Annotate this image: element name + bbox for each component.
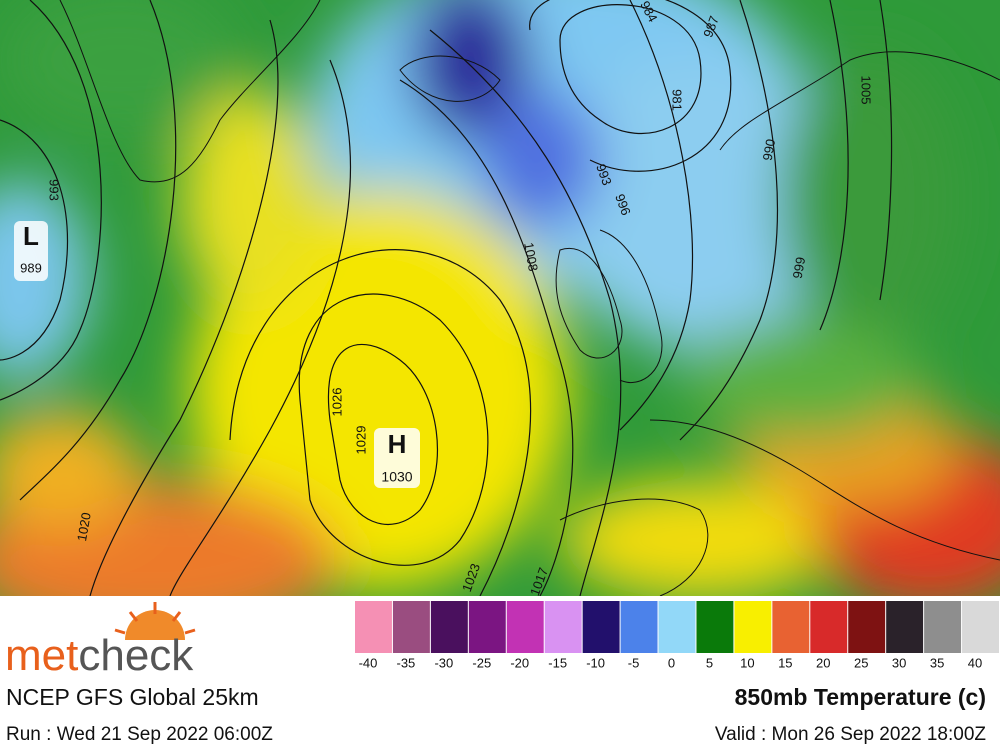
legend-label: -30 [434,655,453,670]
legend-swatch [848,601,886,653]
legend-swatch [620,601,658,653]
legend-label: 5 [706,655,713,670]
pressure-label: 1026 [329,388,344,417]
brand-a: met [5,631,78,680]
legend-label: 40 [968,655,982,670]
legend-swatch [392,601,430,653]
valid: Valid : Mon 26 Sep 2022 18:00Z [715,724,987,745]
legend-label: 35 [930,655,944,670]
legend-swatch [810,601,848,653]
high-value: 1030 [381,469,412,485]
legend-label: -5 [628,655,640,670]
legend-swatch [506,601,544,653]
pressure-label: 990 [760,138,779,162]
brand-b: check [78,631,194,680]
pressure-label: 987 [700,14,722,40]
legend-label: 30 [892,655,906,670]
pressure-label: 999 [790,256,809,280]
legend-label: 25 [854,655,868,670]
pressure-label: 993 [593,162,615,188]
legend-swatch [924,601,962,653]
legend-label: -35 [397,655,416,670]
legend-label: -10 [586,655,605,670]
low-letter: L [23,221,39,251]
legend-swatch [582,601,620,653]
legend-label: -40 [359,655,378,670]
logo: metcheck [5,602,196,680]
pressure-label: 996 [612,192,634,218]
pressure-label: 993 [47,179,62,201]
legend-label: -15 [548,655,567,670]
pressure-label: 1029 [353,426,368,455]
map: 9939849879819909939961008100599910261029… [0,0,1000,596]
legend-swatch [355,601,392,653]
legend-label: -25 [472,655,491,670]
legend-swatch [430,601,468,653]
legend-label: -20 [510,655,529,670]
legend-swatch [734,601,772,653]
legend-swatch [658,601,696,653]
pressure-label: 981 [670,89,685,111]
legend-label: 10 [740,655,754,670]
low-box [14,221,48,281]
legend-swatch [962,601,999,653]
legend-swatch [544,601,582,653]
legend: -40 -35 -30 -25 -20 -15 -10 -5 0 5 10 15 20 25 30 35 40 [355,601,999,670]
legend-label: 20 [816,655,830,670]
brand: metcheck [5,631,194,680]
legend-swatch [886,601,924,653]
legend-label: 0 [668,655,675,670]
high-box [374,428,420,488]
pressure-label: 1008 [521,241,541,272]
model: NCEP GFS Global 25km [6,684,259,710]
low-value: 989 [20,260,42,275]
pressure-label: 1020 [74,511,94,542]
product: 850mb Temperature (c) [735,684,986,710]
high-letter: H [388,429,407,459]
legend-swatch [468,601,506,653]
run: Run : Wed 21 Sep 2022 06:00Z [6,724,273,745]
legend-swatch [772,601,810,653]
legend-swatch [696,601,734,653]
legend-label: 15 [778,655,792,670]
pressure-label: 1005 [859,76,874,105]
